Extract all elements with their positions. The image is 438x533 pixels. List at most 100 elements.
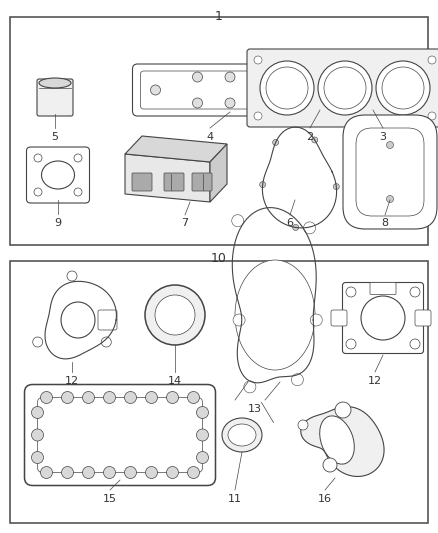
Circle shape xyxy=(187,466,199,479)
FancyBboxPatch shape xyxy=(37,79,73,116)
FancyBboxPatch shape xyxy=(247,49,438,127)
FancyBboxPatch shape xyxy=(343,282,424,353)
Circle shape xyxy=(300,85,310,95)
Text: 11: 11 xyxy=(228,494,242,504)
Circle shape xyxy=(192,72,202,82)
FancyBboxPatch shape xyxy=(164,173,184,191)
FancyBboxPatch shape xyxy=(27,147,89,203)
Circle shape xyxy=(333,183,339,190)
Circle shape xyxy=(74,188,82,196)
Circle shape xyxy=(312,137,318,143)
FancyBboxPatch shape xyxy=(25,384,215,486)
Circle shape xyxy=(410,339,420,349)
Circle shape xyxy=(346,287,356,297)
Circle shape xyxy=(304,222,315,234)
Circle shape xyxy=(376,61,430,115)
Circle shape xyxy=(103,466,116,479)
Circle shape xyxy=(32,451,43,464)
FancyBboxPatch shape xyxy=(192,173,212,191)
Circle shape xyxy=(124,392,137,403)
Text: 13: 13 xyxy=(248,404,262,414)
Circle shape xyxy=(310,314,322,326)
FancyBboxPatch shape xyxy=(370,282,396,295)
Text: 9: 9 xyxy=(54,218,62,228)
Circle shape xyxy=(103,392,116,403)
Circle shape xyxy=(155,295,195,335)
Circle shape xyxy=(145,392,158,403)
FancyBboxPatch shape xyxy=(133,64,328,116)
Circle shape xyxy=(232,215,244,227)
Circle shape xyxy=(33,337,43,347)
Text: 16: 16 xyxy=(318,494,332,504)
FancyBboxPatch shape xyxy=(331,310,347,326)
Polygon shape xyxy=(210,144,227,202)
Circle shape xyxy=(260,182,266,188)
Circle shape xyxy=(67,271,77,281)
Ellipse shape xyxy=(61,302,95,338)
Circle shape xyxy=(197,451,208,464)
Circle shape xyxy=(254,112,262,120)
Text: 7: 7 xyxy=(181,218,189,228)
Circle shape xyxy=(258,98,268,108)
Circle shape xyxy=(197,407,208,418)
Circle shape xyxy=(124,466,137,479)
Circle shape xyxy=(61,466,74,479)
Circle shape xyxy=(346,339,356,349)
Bar xyxy=(10,261,428,523)
Circle shape xyxy=(82,392,95,403)
Circle shape xyxy=(145,466,158,479)
FancyBboxPatch shape xyxy=(343,115,437,229)
Bar xyxy=(10,17,428,245)
Text: 15: 15 xyxy=(103,494,117,504)
Ellipse shape xyxy=(39,78,71,88)
Text: 8: 8 xyxy=(381,218,389,228)
FancyBboxPatch shape xyxy=(132,173,152,191)
Circle shape xyxy=(34,154,42,162)
Polygon shape xyxy=(125,154,210,202)
Circle shape xyxy=(40,392,53,403)
Circle shape xyxy=(101,337,111,347)
Circle shape xyxy=(260,61,314,115)
Text: 10: 10 xyxy=(211,252,227,265)
Circle shape xyxy=(386,196,393,203)
FancyBboxPatch shape xyxy=(98,310,117,330)
Polygon shape xyxy=(125,136,227,162)
Circle shape xyxy=(192,98,202,108)
Circle shape xyxy=(324,67,366,109)
Circle shape xyxy=(266,67,308,109)
Circle shape xyxy=(428,56,436,64)
Circle shape xyxy=(382,67,424,109)
Text: 2: 2 xyxy=(307,132,314,142)
Circle shape xyxy=(166,466,179,479)
Circle shape xyxy=(32,407,43,418)
Ellipse shape xyxy=(222,418,262,452)
Circle shape xyxy=(197,429,208,441)
Text: 5: 5 xyxy=(52,132,59,142)
Circle shape xyxy=(254,56,262,64)
Circle shape xyxy=(323,458,337,472)
FancyBboxPatch shape xyxy=(415,310,431,326)
Circle shape xyxy=(244,381,256,393)
Text: 3: 3 xyxy=(379,132,386,142)
Text: 12: 12 xyxy=(368,376,382,386)
Circle shape xyxy=(187,392,199,403)
Circle shape xyxy=(298,420,308,430)
Circle shape xyxy=(428,112,436,120)
Circle shape xyxy=(225,98,235,108)
Circle shape xyxy=(225,72,235,82)
Circle shape xyxy=(291,374,304,386)
Circle shape xyxy=(361,296,405,340)
Circle shape xyxy=(40,466,53,479)
Circle shape xyxy=(386,141,393,149)
Circle shape xyxy=(410,287,420,297)
Circle shape xyxy=(32,429,43,441)
Circle shape xyxy=(258,72,268,82)
Text: 12: 12 xyxy=(65,376,79,386)
Text: 6: 6 xyxy=(286,218,293,228)
Ellipse shape xyxy=(42,161,74,189)
Text: 1: 1 xyxy=(215,10,223,23)
Circle shape xyxy=(318,61,372,115)
Circle shape xyxy=(272,140,279,146)
Circle shape xyxy=(166,392,179,403)
Ellipse shape xyxy=(228,424,256,446)
